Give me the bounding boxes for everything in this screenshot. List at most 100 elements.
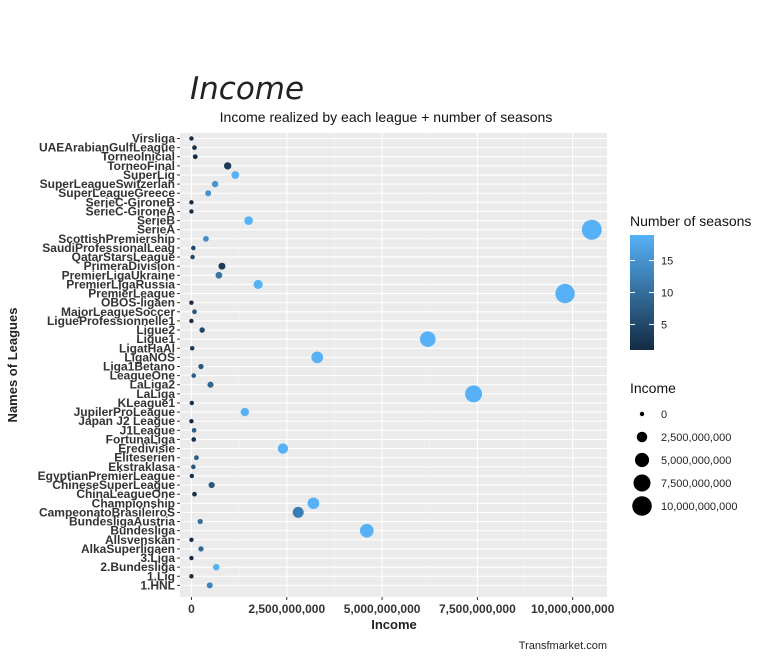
league-point: [192, 309, 197, 315]
size-legend-label: 10,000,000,000: [661, 501, 737, 513]
y-tick-label: J1League: [120, 423, 176, 437]
y-tick-label: Ligue1: [136, 332, 175, 346]
league-point: [189, 574, 194, 579]
x-axis-ticks: 0 2,500,000,000 5,000,000,000 7,500,000,000…: [188, 597, 615, 616]
size-legend: Income 0 2,500,000,000 5,000,000,000 7,500,…: [630, 380, 737, 516]
league-point: [212, 563, 220, 571]
chart-title: Income: [190, 71, 304, 107]
y-tick-label: TorneoFinal: [107, 159, 175, 173]
league-point: [198, 546, 204, 552]
data-points: [189, 136, 602, 589]
league-point: [191, 428, 197, 433]
y-tick-label: Bundesliga: [110, 524, 175, 538]
y-tick-label: SerieB: [137, 214, 175, 228]
league-point: [189, 473, 195, 479]
league-point: [189, 136, 194, 141]
league-point: [203, 235, 209, 242]
y-tick-label: BundesligaAustria: [69, 515, 175, 529]
league-point: [191, 437, 197, 442]
y-tick-label: Liga1Betano: [103, 360, 175, 374]
size-legend-label: 0: [661, 409, 667, 421]
y-tick-label: PremierLeague: [88, 287, 175, 301]
x-tick-label: 0: [188, 602, 195, 616]
league-point: [211, 180, 219, 188]
league-point: [189, 346, 195, 351]
x-tick-label: 10,000,000,000: [531, 602, 615, 616]
y-tick-label: SaudiProfessionalLeag: [42, 241, 175, 255]
chart-subtitle: Income realized by each league + number …: [220, 109, 553, 125]
color-legend-title: Number of seasons: [630, 213, 751, 229]
y-axis-title: Names of Leagues: [5, 308, 20, 423]
grid-lines: [180, 133, 607, 597]
league-point: [189, 419, 194, 424]
y-tick-label: SerieA: [137, 223, 175, 237]
league-point: [206, 582, 213, 589]
league-point: [190, 254, 195, 260]
league-point: [218, 262, 226, 270]
size-legend-key: [634, 452, 650, 468]
color-legend: Number of seasons 5 10 15: [630, 213, 751, 350]
league-point: [465, 385, 483, 403]
y-tick-label: LeagueOne: [110, 369, 176, 383]
league-point: [231, 171, 240, 179]
league-point: [189, 209, 194, 214]
size-legend-key: [636, 431, 648, 443]
league-point: [189, 537, 194, 542]
league-point: [191, 245, 196, 251]
plot-panel: [180, 133, 607, 597]
league-point: [191, 373, 197, 378]
league-point: [189, 318, 194, 324]
league-point: [189, 200, 194, 205]
y-tick-label: UAEArabianGulfLeague: [39, 141, 175, 155]
y-tick-label: MajorLeagueSoccer: [61, 305, 175, 319]
y-tick-label: AlkaSuperligaen: [81, 542, 175, 556]
x-tick-label: 2,500,000,000: [248, 602, 325, 616]
league-point: [240, 407, 249, 417]
league-point: [359, 523, 374, 538]
league-point: [307, 497, 320, 510]
y-tick-label: EgyptianPremierLeague: [38, 469, 176, 483]
y-tick-label: TorneoInicial: [101, 150, 175, 164]
y-tick-label: JupilerProLeague: [74, 405, 176, 419]
size-legend-label: 5,000,000,000: [661, 455, 731, 467]
y-tick-label: PremierLigaUkraine: [62, 268, 176, 282]
y-tick-label: LigaNOS: [124, 350, 175, 364]
league-point: [197, 518, 203, 525]
league-point: [555, 283, 575, 304]
league-point: [191, 464, 196, 470]
color-legend-label: 10: [661, 288, 673, 300]
size-legend-title: Income: [630, 380, 676, 396]
size-legend-label: 2,500,000,000: [661, 432, 731, 444]
y-tick-label: Allsvenskan: [105, 533, 175, 547]
x-tick-label: 7,500,000,000: [439, 602, 516, 616]
league-point: [189, 555, 194, 561]
y-tick-label: CampeonatoBrasileiroS: [39, 505, 175, 519]
league-point: [420, 331, 436, 347]
y-tick-label: SerieC-GironeA: [86, 204, 176, 218]
league-point: [192, 491, 197, 497]
y-tick-label: 1.HNL: [140, 578, 175, 592]
y-tick-label: LaLiga: [136, 387, 175, 401]
y-tick-label: SuperLig: [123, 168, 175, 182]
y-tick-label: PremierLigaRussia: [66, 277, 175, 291]
y-tick-label: ScottishPremiership: [58, 232, 175, 246]
league-point: [277, 443, 289, 454]
league-point: [215, 271, 223, 279]
y-tick-label: Virsliga: [132, 132, 175, 146]
y-tick-label: Ligue2: [136, 323, 175, 337]
size-legend-label: 7,500,000,000: [661, 478, 731, 490]
y-tick-label: LaLiga2: [130, 378, 176, 392]
y-tick-label: Championship: [92, 496, 175, 510]
y-tick-label: LigueProfessionnelle1: [47, 314, 175, 328]
league-point: [207, 381, 214, 388]
size-legend-key: [632, 496, 652, 516]
league-point: [198, 363, 204, 370]
x-axis-title: Income: [371, 617, 417, 632]
league-point: [311, 351, 324, 364]
y-tick-label: PrimeraDivision: [84, 259, 175, 273]
league-point: [189, 400, 195, 406]
y-tick-label: Eliteserien: [114, 451, 175, 465]
color-legend-label: 15: [661, 256, 673, 268]
league-point: [292, 506, 304, 518]
